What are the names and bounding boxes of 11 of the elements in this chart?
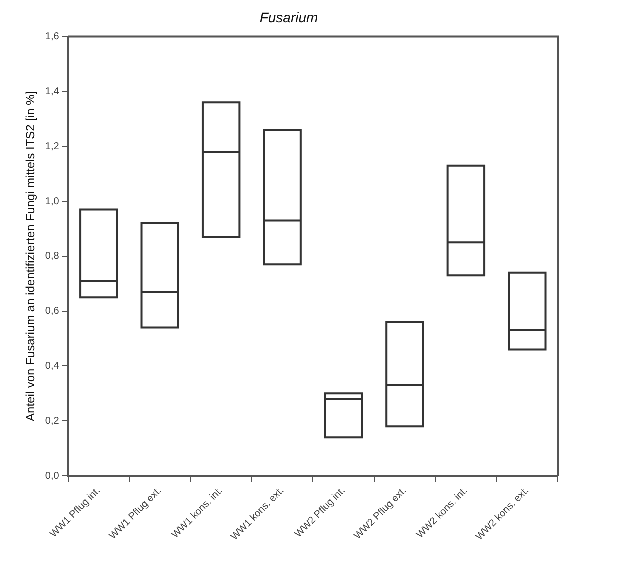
y-axis-title: Anteil von Fusarium an identifizierten Fungi mittels ITS2 [in %]	[24, 91, 38, 422]
y-tick-label: 0,4	[45, 360, 60, 372]
y-tick-label: 0,8	[45, 251, 60, 262]
y-tick-label: 1,0	[45, 196, 60, 208]
chart-title: Fusarium	[260, 9, 319, 26]
y-tick-label: 0,6	[45, 306, 60, 318]
y-tick-label: 1,4	[45, 86, 60, 98]
y-tick-label: 1,2	[45, 141, 60, 152]
y-tick-label: 1,6	[45, 32, 60, 43]
y-tick-label: 0,0	[45, 470, 60, 482]
y-tick-label: 0,2	[45, 416, 60, 427]
